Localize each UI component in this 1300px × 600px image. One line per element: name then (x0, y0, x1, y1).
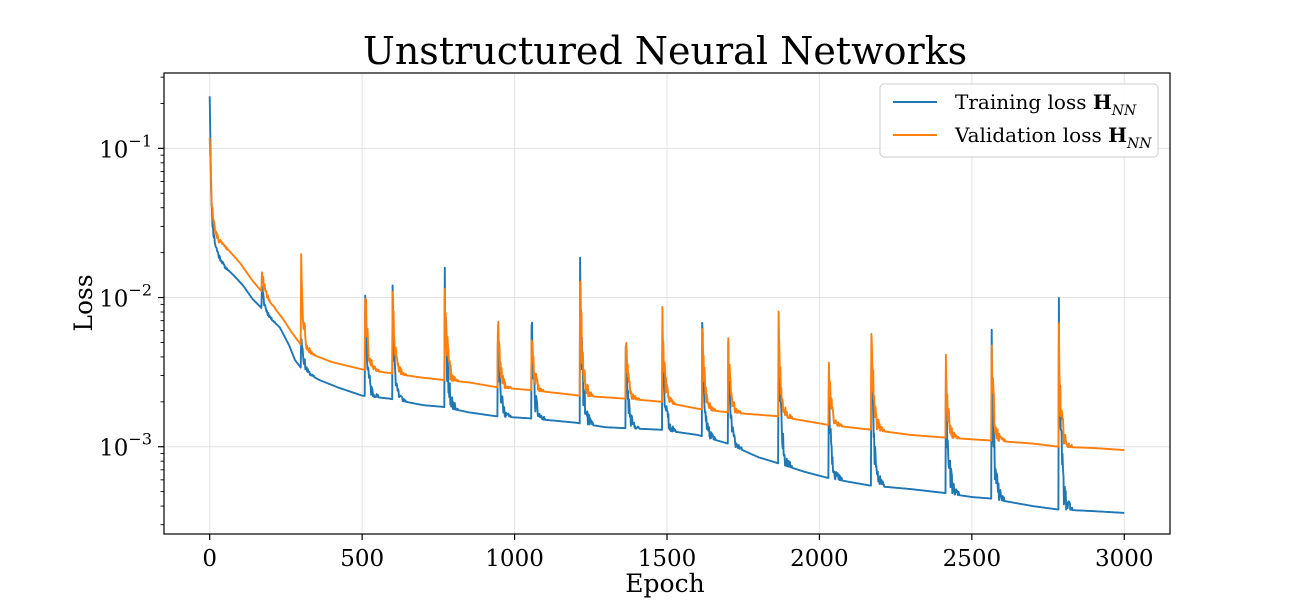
x-tick-label: 3000 (1095, 546, 1154, 572)
series-line-training (208, 96, 1125, 514)
chart-title: Unstructured Neural Networks (363, 29, 967, 73)
x-tick-label: 500 (340, 546, 384, 572)
legend-label: Validation loss HNN (954, 123, 1152, 152)
x-tick-label: 1000 (485, 546, 544, 572)
x-axis-label: Epoch (625, 569, 704, 598)
y-axis-label: Loss (69, 274, 98, 331)
y-tick-label: 10−3 (99, 430, 152, 462)
ticks: 0 500 1000 1500 2000 2500 3000 10−3 10−2 10−1 (99, 76, 1154, 572)
series-layer (208, 96, 1125, 514)
legend-label: Training loss HNN (955, 90, 1137, 119)
legend: Training loss HNN Validation loss HNN (879, 83, 1159, 158)
y-tick-label: 10−1 (99, 131, 152, 163)
x-tick-label: 2500 (943, 546, 1002, 572)
y-tick-label: 10−2 (99, 281, 152, 313)
x-tick-label: 1500 (638, 546, 697, 572)
x-tick-label: 2000 (790, 546, 849, 572)
legend-box (879, 83, 1159, 158)
x-tick-label: 0 (202, 546, 217, 572)
series-line-validation (208, 137, 1125, 451)
